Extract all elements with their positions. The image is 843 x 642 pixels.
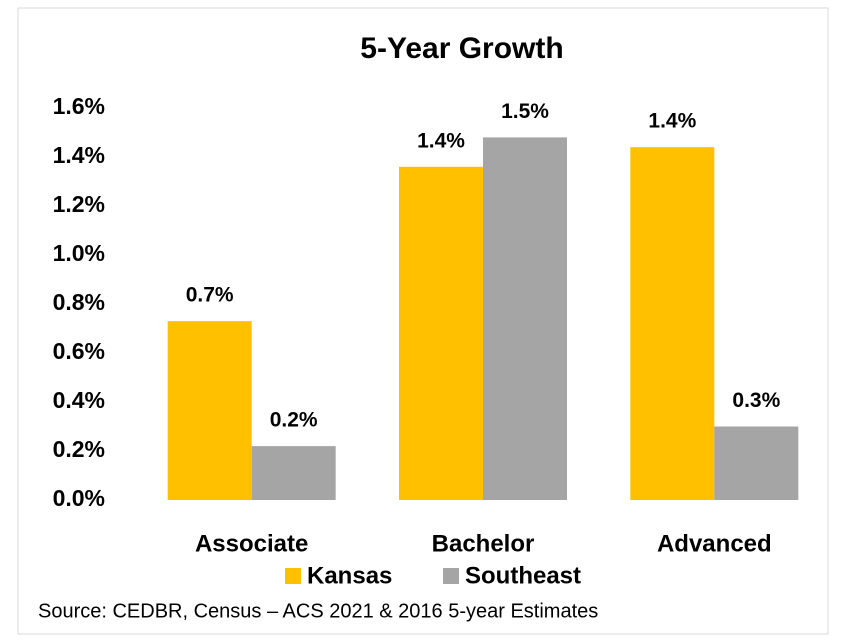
y-tick-label: 0.0% [53, 485, 105, 511]
y-tick-label: 1.2% [53, 191, 105, 217]
value-label: 0.2% [270, 409, 318, 432]
legend-label: Kansas [307, 562, 392, 589]
bar [630, 147, 715, 500]
y-tick-label: 1.4% [53, 142, 105, 168]
bar [251, 446, 336, 500]
y-tick-label: 1.0% [53, 240, 105, 266]
value-label: 1.4% [648, 110, 696, 133]
legend-swatch [443, 568, 459, 584]
value-label: 1.5% [501, 100, 549, 123]
y-tick-label: 0.2% [53, 436, 105, 462]
x-tick-label: Bachelor [432, 530, 535, 557]
bar [483, 137, 567, 500]
legend-label: Southeast [465, 562, 581, 589]
chart-title: 5-Year Growth [360, 32, 563, 65]
y-tick-label: 1.6% [53, 93, 105, 119]
y-tick-label: 0.8% [53, 289, 105, 315]
x-tick-label: Advanced [657, 530, 772, 557]
x-tick-label: Associate [195, 530, 308, 557]
y-tick-label: 0.6% [53, 338, 105, 364]
bar [714, 426, 799, 500]
value-label: 0.7% [186, 284, 234, 307]
value-label: 0.3% [732, 389, 780, 412]
bar [399, 166, 483, 501]
value-label: 1.4% [417, 129, 465, 152]
source-note: Source: CEDBR, Census – ACS 2021 & 2016 … [38, 600, 598, 622]
bar [167, 321, 252, 500]
y-tick-label: 0.4% [53, 387, 105, 413]
legend-swatch [285, 568, 301, 584]
